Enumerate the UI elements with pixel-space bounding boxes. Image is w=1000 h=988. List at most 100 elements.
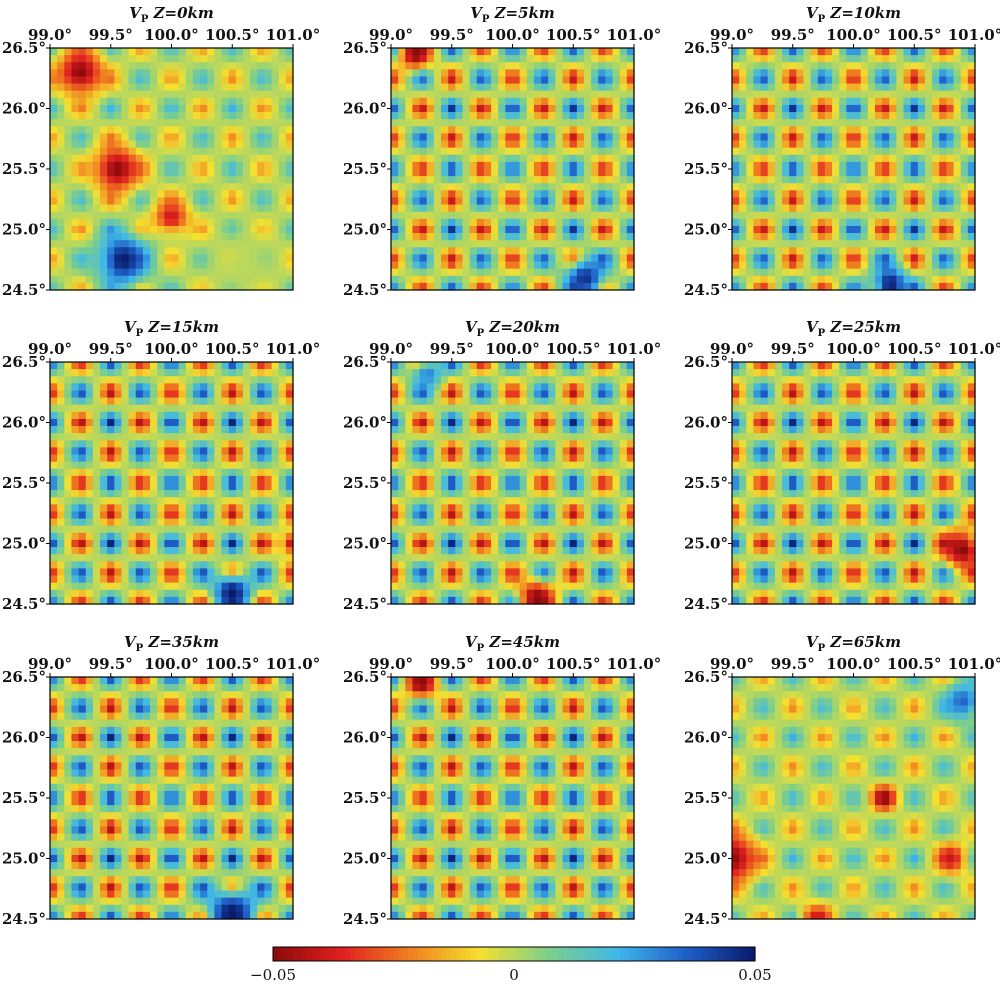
heatmap-cell: [967, 183, 976, 191]
heatmap-cell: [946, 90, 955, 99]
heatmap-cell: [746, 254, 755, 263]
heatmap-cell: [185, 48, 194, 56]
heatmap-cell: [626, 90, 635, 99]
heatmap-cell: [591, 218, 599, 227]
heatmap-cell: [150, 247, 158, 256]
heatmap-cell: [50, 561, 58, 570]
heatmap-cell: [107, 211, 115, 220]
heatmap-cell: [171, 275, 180, 284]
heatmap-cell: [860, 261, 869, 270]
heatmap-cell: [157, 525, 165, 534]
heatmap-cell: [398, 397, 406, 406]
heatmap-cell: [114, 547, 123, 555]
heatmap-cell: [917, 147, 926, 156]
heatmap-cell: [839, 261, 847, 270]
heatmap-cell: [100, 426, 108, 434]
heatmap-cell: [150, 204, 158, 213]
heatmap-cell: [810, 254, 819, 263]
heatmap-cell: [171, 62, 180, 70]
heatmap-cell: [57, 275, 65, 284]
heatmap-cell: [171, 261, 180, 270]
heatmap-cell: [150, 240, 158, 248]
heatmap-cell: [576, 161, 585, 170]
heatmap-cell: [533, 383, 542, 392]
heatmap-cell: [398, 275, 406, 284]
heatmap-cell: [917, 69, 926, 78]
heatmap-cell: [242, 218, 251, 227]
heatmap-cell: [50, 518, 58, 527]
heatmap-cell: [882, 261, 890, 270]
heatmap-cell: [803, 90, 812, 99]
heatmap-cell: [953, 218, 962, 227]
heatmap-cell: [114, 83, 123, 92]
heatmap-cell: [739, 161, 747, 170]
heatmap-cell: [882, 140, 890, 149]
heatmap-cell: [405, 126, 414, 135]
heatmap-cell: [228, 218, 237, 227]
heatmap-cell: [85, 383, 94, 392]
heatmap-cell: [142, 497, 151, 505]
heatmap-cell: [150, 582, 158, 591]
heatmap-cell: [271, 119, 280, 127]
heatmap-cell: [483, 404, 492, 413]
heatmap-cell: [192, 97, 201, 106]
heatmap-cell: [455, 119, 464, 127]
heatmap-cell: [235, 62, 244, 70]
heatmap-cell: [782, 176, 790, 184]
heatmap-cell: [810, 268, 819, 277]
heatmap-cell: [178, 176, 187, 184]
heatmap-cell: [128, 475, 137, 484]
heatmap-cell: [271, 133, 280, 142]
heatmap-cell: [100, 176, 108, 184]
heatmap-cell: [250, 169, 258, 177]
heatmap-cell: [207, 554, 215, 562]
heatmap-cell: [505, 376, 514, 384]
heatmap-cell: [221, 404, 230, 413]
heatmap-cell: [78, 119, 87, 127]
heatmap-cell: [882, 147, 890, 156]
heatmap-cell: [185, 490, 194, 498]
heatmap-cell: [178, 440, 187, 449]
heatmap-cell: [71, 275, 80, 284]
heatmap-cell: [548, 362, 556, 370]
heatmap-cell: [476, 90, 485, 99]
heatmap-cell: [192, 190, 201, 199]
heatmap-cell: [235, 112, 244, 120]
heatmap-cell: [846, 140, 855, 149]
heatmap-cell: [107, 154, 115, 163]
heatmap-cell: [128, 461, 137, 470]
heatmap-cell: [419, 225, 428, 234]
heatmap-cell: [278, 169, 287, 177]
heatmap-cell: [78, 418, 87, 427]
heatmap-cell: [817, 62, 826, 70]
heatmap-cell: [774, 112, 783, 120]
heatmap-cell: [774, 119, 783, 127]
heatmap-cell: [462, 76, 471, 85]
heatmap-cell: [171, 447, 180, 456]
heatmap-cell: [860, 183, 869, 191]
heatmap-cell: [264, 112, 273, 120]
heatmap-cell: [817, 176, 826, 184]
heatmap-cell: [164, 154, 173, 163]
heatmap-cell: [832, 169, 840, 177]
heatmap-cell: [242, 233, 251, 241]
heatmap-cell: [121, 490, 130, 498]
heatmap-cell: [192, 475, 201, 484]
heatmap-cell: [803, 282, 812, 291]
heatmap-cell: [605, 254, 614, 263]
heatmap-cell: [128, 404, 137, 413]
heatmap-cell: [200, 411, 208, 420]
heatmap-cell: [121, 140, 130, 149]
heatmap-cell: [235, 140, 244, 149]
heatmap-cell: [591, 62, 599, 70]
heatmap-cell: [78, 383, 87, 392]
heatmap-cell: [221, 433, 230, 441]
heatmap-cell: [491, 112, 499, 120]
heatmap-cell: [491, 133, 499, 142]
heatmap-cell: [50, 525, 58, 534]
heatmap-cell: [85, 568, 94, 577]
heatmap-cell: [264, 411, 273, 420]
heatmap-cell: [207, 161, 215, 170]
heatmap-cell: [71, 268, 80, 277]
heatmap-cell: [78, 254, 87, 263]
